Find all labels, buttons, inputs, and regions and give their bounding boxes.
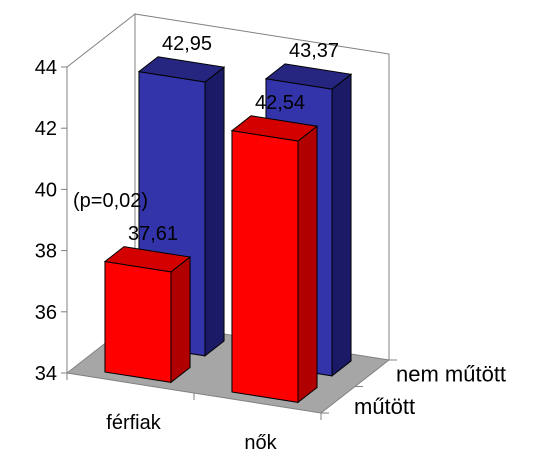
x-axis: férfiak nők — [66, 373, 322, 454]
p-value-annotation: (p=0,02) — [73, 190, 148, 212]
bar-side-face — [331, 73, 352, 377]
bar-top-face — [103, 246, 192, 273]
y-tick-label: 44 — [35, 57, 57, 79]
side-wall — [66, 12, 136, 373]
bar-side-face — [170, 256, 191, 384]
bar-top-face — [230, 115, 319, 142]
bar-front-face — [231, 130, 299, 403]
series-label: műtött — [354, 394, 415, 419]
value-label: 43,37 — [289, 40, 339, 62]
value-label: 37,61 — [128, 223, 178, 245]
series-label: nem műtött — [396, 361, 506, 386]
back-wall — [134, 13, 390, 360]
y-tick-label: 40 — [35, 179, 57, 201]
y-tick-label: 34 — [35, 363, 57, 385]
category-label: férfiak — [106, 412, 161, 434]
bar-mutott-1 — [230, 115, 319, 404]
y-tick-label: 38 — [35, 241, 57, 263]
bar-side-face — [297, 125, 318, 404]
chart-walls — [66, 12, 390, 373]
value-labels: 42,95 43,37 37,61 42,54 — [128, 33, 339, 245]
value-label: 42,54 — [255, 92, 305, 114]
bar-mutott-0 — [103, 246, 192, 384]
y-tick-label: 36 — [35, 302, 57, 324]
y-tick-label: 42 — [35, 118, 57, 140]
bar-top-face — [137, 56, 226, 83]
value-label: 42,95 — [162, 33, 212, 55]
bar-side-face — [204, 66, 225, 357]
category-label: nők — [244, 432, 277, 453]
bar-top-face — [264, 63, 353, 90]
depth-axis: műtött nem műtött — [321, 359, 506, 419]
bars — [103, 56, 353, 404]
bar-front-face — [104, 260, 172, 383]
y-axis: 34 36 38 40 42 44 — [35, 57, 67, 385]
